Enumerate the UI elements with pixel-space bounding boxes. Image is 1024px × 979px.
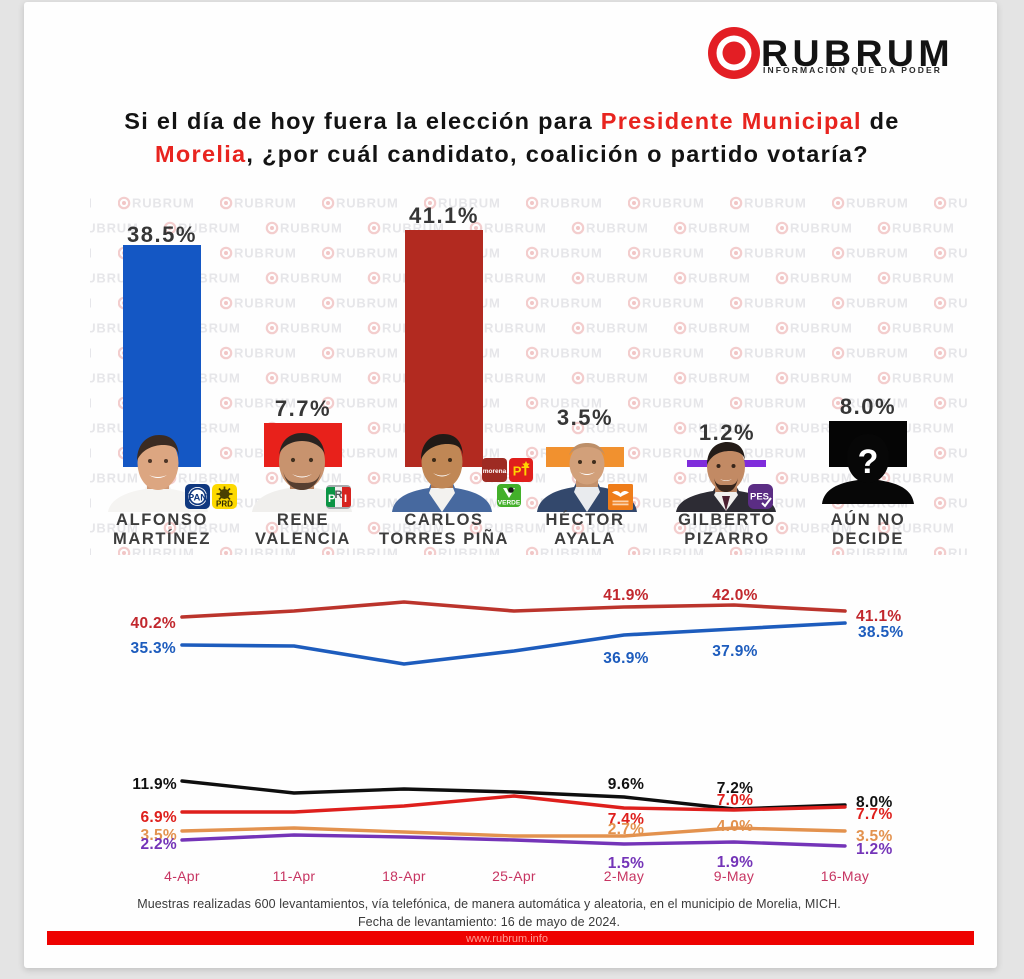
svg-text:7.0%: 7.0% (717, 792, 754, 809)
svg-text:3.5%: 3.5% (140, 827, 177, 844)
svg-text:38.5%: 38.5% (858, 624, 903, 641)
svg-text:4-Apr: 4-Apr (164, 868, 200, 884)
svg-text:25-Apr: 25-Apr (492, 868, 536, 884)
svg-text:PAN: PAN (188, 493, 207, 504)
svg-text:7.4%: 7.4% (608, 811, 645, 828)
svg-text:9.6%: 9.6% (608, 776, 645, 793)
svg-text:VERDE: VERDE (498, 500, 521, 507)
svg-text:1.5%: 1.5% (608, 855, 645, 872)
svg-text:35.3%: 35.3% (131, 640, 176, 657)
svg-text:3.5%: 3.5% (856, 828, 893, 845)
svg-text:2-May: 2-May (604, 868, 644, 884)
svg-text:16-May: 16-May (821, 868, 869, 884)
svg-text:INFORMACIÓN QUE DA PODER: INFORMACIÓN QUE DA PODER (763, 64, 942, 75)
svg-text:2.2%: 2.2% (140, 836, 177, 853)
svg-text:PRD: PRD (216, 500, 233, 509)
svg-text:P: P (328, 493, 335, 505)
svg-text:I: I (344, 493, 347, 505)
svg-text:6.9%: 6.9% (140, 809, 177, 826)
svg-text:4.0%: 4.0% (717, 818, 754, 835)
svg-text:42.0%: 42.0% (712, 587, 757, 604)
svg-text:1.2%: 1.2% (856, 841, 893, 858)
svg-text:9-May: 9-May (714, 868, 754, 884)
svg-text:11.9%: 11.9% (132, 776, 177, 793)
svg-text:morena: morena (483, 468, 507, 475)
svg-text:36.9%: 36.9% (603, 650, 648, 667)
svg-text:2.7%: 2.7% (608, 821, 645, 838)
svg-text:37.9%: 37.9% (712, 643, 757, 660)
svg-text:PES: PES (750, 492, 769, 503)
svg-text:PT: PT (513, 464, 530, 479)
svg-text:18-Apr: 18-Apr (382, 868, 426, 884)
svg-text:40.2%: 40.2% (131, 615, 176, 632)
svg-text:?: ? (858, 443, 879, 481)
svg-text:41.9%: 41.9% (603, 587, 648, 604)
svg-text:R: R (335, 489, 343, 501)
svg-text:7.2%: 7.2% (717, 780, 754, 797)
svg-text:41.1%: 41.1% (856, 608, 901, 625)
svg-text:1.9%: 1.9% (717, 854, 754, 871)
svg-text:7.7%: 7.7% (856, 806, 893, 823)
svg-text:RUBRUM: RUBRUM (761, 32, 954, 74)
svg-text:11-Apr: 11-Apr (273, 868, 316, 884)
svg-text:8.0%: 8.0% (856, 794, 893, 811)
